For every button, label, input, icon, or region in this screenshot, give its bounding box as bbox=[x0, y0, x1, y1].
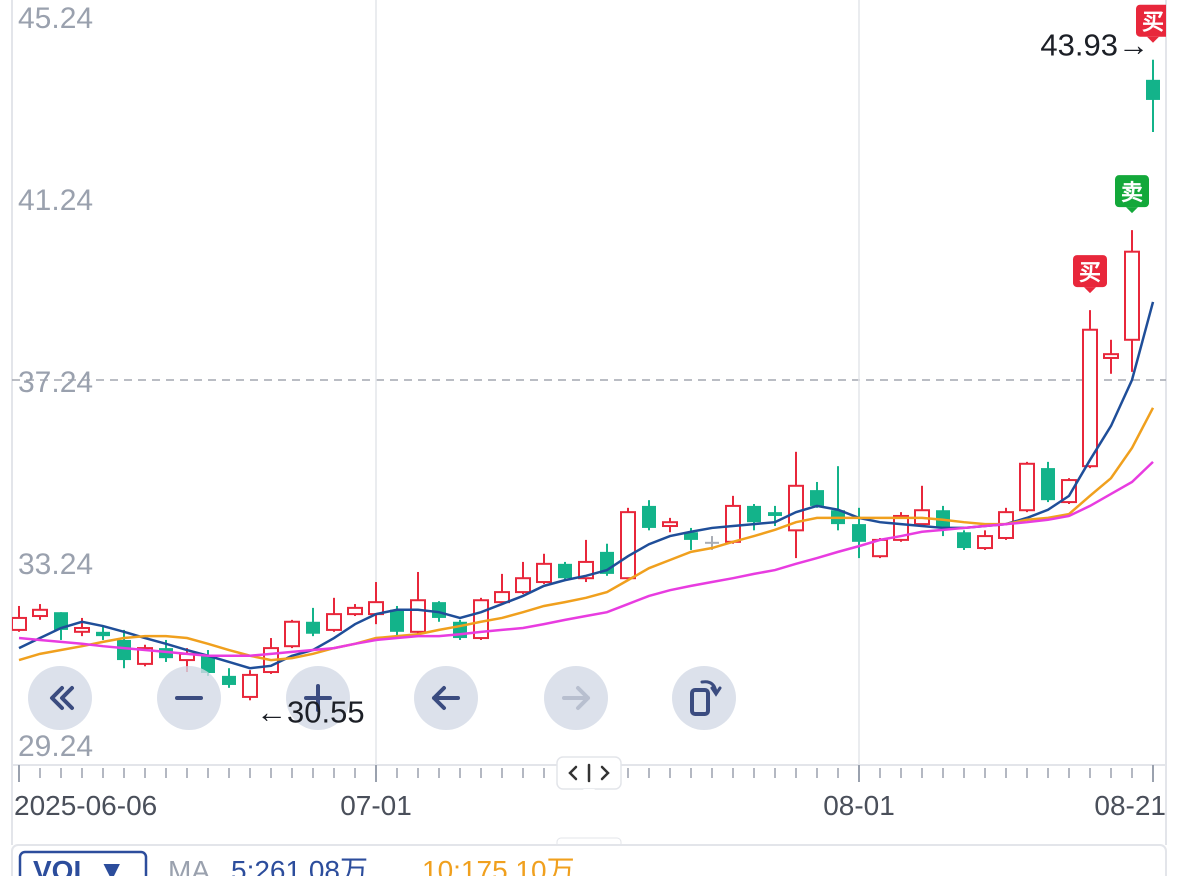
zoom-out-button[interactable] bbox=[157, 666, 221, 730]
y-tick-label: 33.24 bbox=[18, 548, 93, 581]
candle-body bbox=[32, 608, 48, 618]
candle-body bbox=[684, 532, 698, 540]
candle-body bbox=[662, 521, 678, 528]
candle-body bbox=[1103, 353, 1119, 359]
candle-body bbox=[1061, 479, 1077, 504]
candle-body bbox=[957, 532, 971, 549]
candle-body bbox=[12, 616, 27, 631]
max-annotation: 43.93→ bbox=[1040, 28, 1149, 63]
x-tick-label: 07-01 bbox=[340, 790, 412, 821]
y-tick-label: 45.24 bbox=[18, 2, 93, 35]
candle-body bbox=[137, 647, 153, 665]
x-tick-label: 2025-06-06 bbox=[14, 790, 157, 821]
toolbar bbox=[28, 666, 736, 730]
ma-line bbox=[18, 407, 1155, 662]
candle-body bbox=[558, 563, 572, 579]
plot: 买卖买 bbox=[12, 4, 1166, 701]
signal-pointer bbox=[1126, 207, 1138, 214]
candle-body bbox=[747, 505, 761, 523]
candle-body bbox=[432, 602, 446, 618]
plot-area bbox=[12, 0, 1166, 765]
x-tick-label: 08-01 bbox=[823, 790, 895, 821]
signal-marker: 卖 bbox=[1115, 175, 1149, 214]
candle-body bbox=[642, 505, 656, 528]
rotate-button[interactable] bbox=[672, 666, 736, 730]
candle-body bbox=[242, 673, 258, 698]
y-tick-label: 29.24 bbox=[18, 730, 93, 763]
candle-body bbox=[326, 613, 342, 631]
signal-pointer bbox=[1147, 36, 1159, 43]
ma10-label: 10:175.10万 bbox=[422, 855, 575, 876]
candle-body bbox=[1146, 79, 1160, 100]
candle-body bbox=[390, 609, 404, 632]
signal-marker: 买 bbox=[1073, 255, 1107, 294]
axis: 29.24 33.24 37.24 41.24 45.24 2025-06-06 07-01… bbox=[14, 2, 1166, 821]
signal-label: 买 bbox=[1079, 260, 1101, 285]
candle-body bbox=[201, 655, 215, 673]
candle-body bbox=[96, 631, 110, 637]
x-tick-label: 08-21 bbox=[1094, 790, 1166, 821]
move-right-button[interactable] bbox=[544, 666, 608, 730]
candle-body bbox=[284, 620, 300, 648]
ma5-label: 5:261.08万 bbox=[231, 855, 368, 876]
signal-label: 买 bbox=[1142, 10, 1164, 35]
candle-body bbox=[977, 535, 993, 550]
y-tick-label: 41.24 bbox=[18, 184, 93, 217]
candle-body bbox=[306, 621, 320, 634]
signal-badge bbox=[1136, 4, 1166, 37]
candle-body bbox=[515, 577, 531, 594]
candle-body bbox=[1019, 462, 1035, 512]
candle-body bbox=[54, 612, 68, 630]
signal-marker: 买 bbox=[1136, 4, 1166, 43]
candle-body bbox=[620, 511, 636, 580]
min-annotation: ←30.55 bbox=[256, 694, 365, 729]
candle-body bbox=[410, 599, 426, 633]
candle-body bbox=[705, 541, 719, 544]
ma-label: MA bbox=[168, 855, 210, 876]
candle-body bbox=[1124, 250, 1140, 341]
y-tick-label: 37.24 bbox=[18, 366, 93, 399]
candle-body bbox=[494, 591, 510, 604]
candle-body bbox=[725, 504, 741, 543]
signal-badge bbox=[1073, 255, 1107, 288]
candle-body bbox=[117, 639, 131, 661]
volume-button[interactable] bbox=[18, 850, 148, 876]
candle-body bbox=[74, 626, 90, 633]
candle-body bbox=[810, 490, 824, 506]
ma-line bbox=[18, 460, 1154, 658]
signal-pointer bbox=[1084, 287, 1096, 294]
candle-body bbox=[536, 562, 552, 584]
candle-body bbox=[1082, 328, 1098, 468]
drag-handle[interactable] bbox=[556, 756, 622, 796]
zoom-in-button[interactable] bbox=[286, 666, 350, 730]
move-left-button[interactable] bbox=[414, 666, 478, 730]
candle-body bbox=[347, 606, 363, 616]
signal-badge bbox=[1115, 175, 1149, 208]
candle-body bbox=[768, 512, 782, 516]
candle-body bbox=[893, 514, 909, 541]
candle-body bbox=[222, 675, 236, 685]
zoom-out-all-button[interactable] bbox=[28, 666, 92, 730]
volume-panel bbox=[11, 844, 1167, 876]
volume-button-label[interactable]: VOL ▼ bbox=[33, 855, 126, 876]
signal-label: 卖 bbox=[1121, 180, 1143, 205]
candle-body bbox=[788, 484, 804, 532]
candle-body bbox=[852, 524, 866, 542]
candle-body bbox=[1041, 468, 1055, 501]
